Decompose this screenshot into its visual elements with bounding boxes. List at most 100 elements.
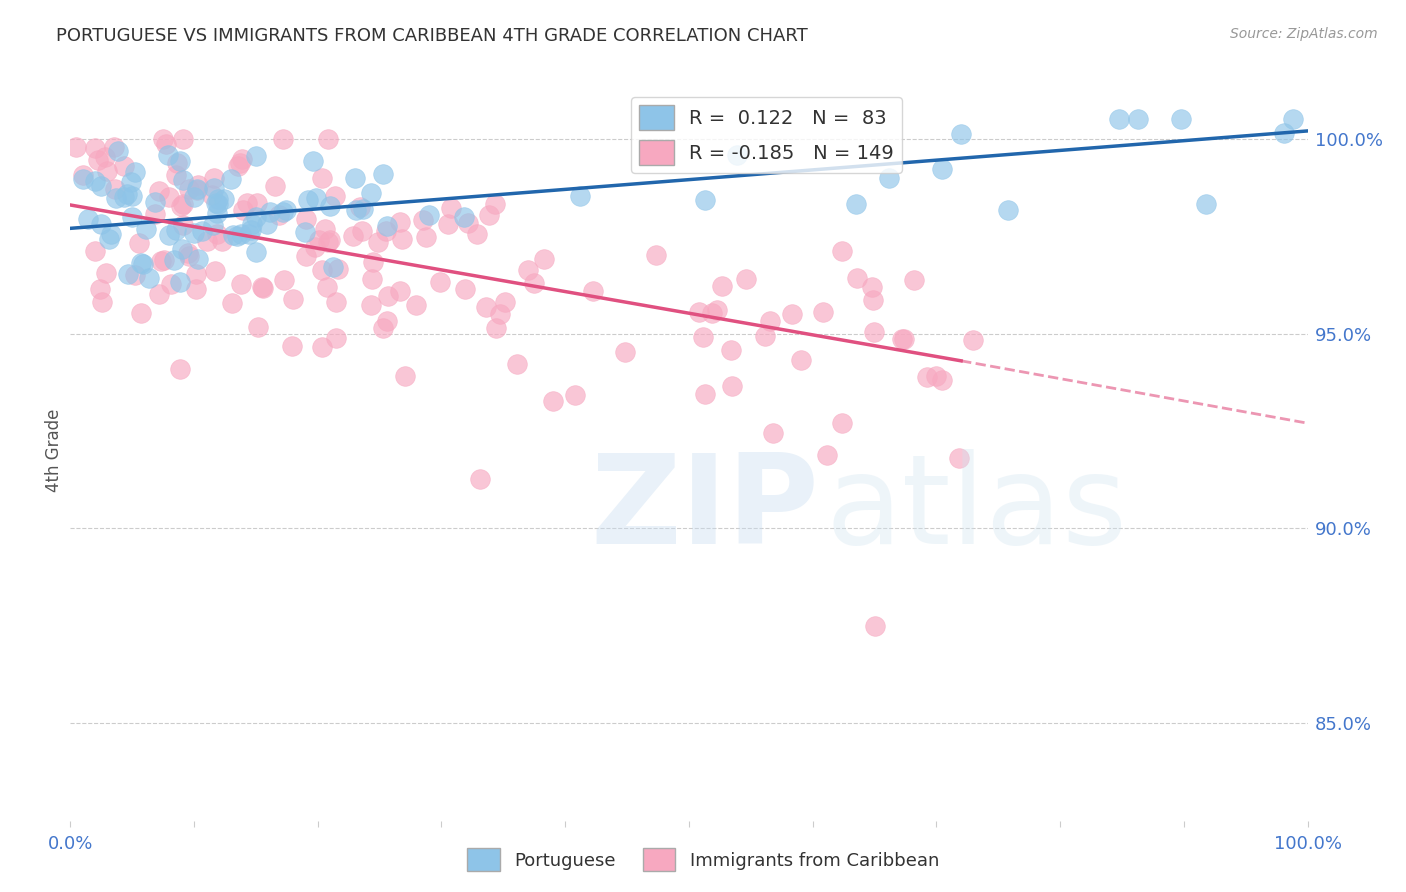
Point [236, 196, 259, 211]
Point [263, 178, 285, 193]
Point [186, 183, 208, 197]
Point [202, 181, 225, 195]
Point [76, 211, 98, 226]
Point [735, 272, 758, 286]
Point [305, 191, 328, 205]
Point [221, 296, 243, 310]
Point [862, 325, 884, 339]
Point [295, 211, 318, 226]
Point [890, 332, 912, 346]
Point [153, 253, 176, 268]
Point [710, 279, 733, 293]
Point [96, 266, 118, 280]
Point [789, 352, 811, 367]
Point [166, 155, 188, 169]
Point [170, 199, 193, 213]
Point [177, 249, 200, 263]
Point [344, 170, 367, 185]
Point [128, 236, 150, 251]
Point [169, 275, 191, 289]
Point [350, 224, 373, 238]
Point [205, 227, 228, 241]
Point [375, 314, 398, 328]
Point [202, 171, 225, 186]
Point [564, 387, 586, 401]
Point [273, 205, 295, 219]
Point [440, 201, 463, 215]
Point [165, 223, 187, 237]
Point [183, 226, 205, 240]
Point [204, 264, 226, 278]
Point [273, 273, 295, 287]
Point [172, 197, 194, 211]
Point [155, 137, 177, 152]
Point [644, 247, 666, 261]
Point [813, 304, 835, 318]
Point [311, 263, 333, 277]
Point [367, 235, 389, 249]
Point [245, 210, 267, 224]
Point [190, 224, 212, 238]
Point [688, 305, 710, 319]
Point [148, 286, 170, 301]
Point [429, 275, 451, 289]
Point [344, 202, 367, 217]
Text: atlas: atlas [825, 450, 1128, 570]
Point [322, 260, 344, 274]
Point [375, 219, 398, 234]
Legend: Portuguese, Immigrants from Caribbean: Portuguese, Immigrants from Caribbean [460, 841, 946, 879]
Point [165, 169, 187, 183]
Point [205, 206, 228, 220]
Point [862, 293, 884, 307]
Point [172, 172, 194, 186]
Point [202, 218, 225, 232]
Point [159, 277, 181, 292]
Point [84, 174, 107, 188]
Point [328, 262, 350, 277]
Point [228, 156, 250, 170]
Point [143, 194, 166, 209]
Point [316, 132, 339, 146]
Point [281, 292, 304, 306]
Point [184, 282, 207, 296]
Point [187, 252, 209, 266]
Point [90, 179, 112, 194]
Point [1274, 126, 1296, 140]
Point [96, 164, 118, 178]
Point [692, 329, 714, 343]
Point [271, 132, 294, 146]
Point [295, 249, 318, 263]
Point [84, 244, 107, 258]
Point [231, 277, 253, 292]
Point [453, 210, 475, 224]
Point [323, 189, 346, 203]
Point [727, 148, 749, 162]
Point [269, 208, 291, 222]
Point [360, 186, 382, 200]
Point [187, 178, 209, 193]
Point [195, 234, 218, 248]
Text: Source: ZipAtlas.com: Source: ZipAtlas.com [1230, 27, 1378, 41]
Point [361, 255, 384, 269]
Point [117, 267, 139, 281]
Point [138, 271, 160, 285]
Point [391, 232, 413, 246]
Point [156, 148, 179, 162]
Point [112, 160, 135, 174]
Point [815, 448, 838, 462]
Point [415, 230, 437, 244]
Point [240, 223, 263, 237]
Point [246, 319, 269, 334]
Point [308, 233, 330, 247]
Point [172, 242, 194, 256]
Point [211, 234, 233, 248]
Point [931, 162, 953, 177]
Point [226, 229, 249, 244]
Point [177, 182, 200, 196]
Point [485, 321, 508, 335]
Text: PORTUGUESE VS IMMIGRANTS FROM CARIBBEAN 4TH GRADE CORRELATION CHART: PORTUGUESE VS IMMIGRANTS FROM CARIBBEAN … [56, 27, 808, 45]
Point [252, 280, 274, 294]
Point [91, 295, 114, 310]
Point [877, 170, 900, 185]
Point [533, 252, 555, 266]
